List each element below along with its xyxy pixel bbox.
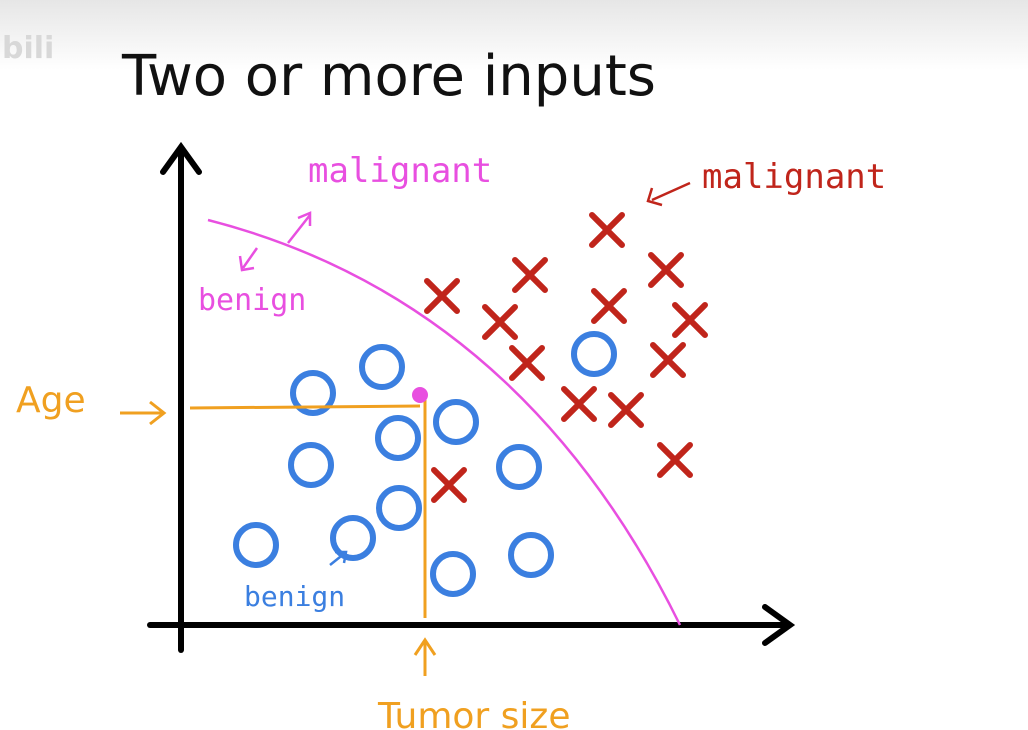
benign-boundary-label: benign — [198, 283, 306, 318]
benign-points-label: benign — [244, 580, 345, 613]
example-point — [412, 387, 428, 403]
slide-title: Two or more inputs — [121, 44, 656, 109]
axes — [147, 141, 796, 653]
malignant-boundary-label: malignant — [308, 151, 492, 191]
y-axis-label: Age — [16, 380, 86, 421]
benign-arrow — [329, 550, 348, 566]
x-axis-arrow — [762, 604, 796, 646]
malignant-points — [424, 212, 708, 503]
example-guides — [120, 400, 437, 676]
y-axis-arrow — [160, 141, 202, 175]
malignant-points-label: malignant — [702, 157, 886, 197]
header-band — [0, 0, 1028, 70]
decision-boundary — [207, 218, 682, 626]
watermark: bili — [2, 31, 54, 66]
x-axis-label: Tumor size — [377, 696, 570, 730]
benign-points — [233, 331, 617, 597]
boundary-arrows — [238, 211, 312, 272]
malignant-arrow — [646, 181, 691, 207]
